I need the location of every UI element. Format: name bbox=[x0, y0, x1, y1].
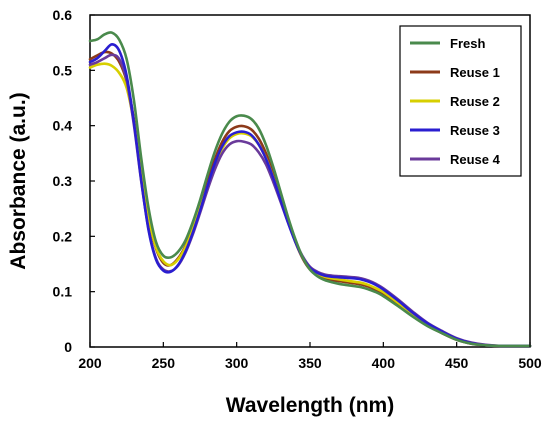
series-layer bbox=[88, 31, 532, 348]
series-line-reuse-3 bbox=[88, 43, 532, 348]
y-tick-label: 0.2 bbox=[53, 228, 73, 244]
axis-layer: 200 250 300 350 400 450 500 0 0.1 0.2 0.3 0.4 0.5 0.6 bbox=[53, 7, 542, 371]
y-tick-label: 0 bbox=[64, 339, 72, 355]
x-tick-label: 400 bbox=[372, 355, 396, 371]
legend-label: Reuse 1 bbox=[450, 65, 500, 80]
y-tick-label: 0.4 bbox=[53, 118, 73, 134]
x-tick-label: 200 bbox=[78, 355, 102, 371]
x-axis-title: Wavelength (nm) bbox=[226, 394, 394, 417]
x-tick-label: 500 bbox=[518, 355, 542, 371]
y-tick-label: 0.6 bbox=[53, 7, 73, 23]
legend-label: Reuse 4 bbox=[450, 152, 501, 167]
legend-label: Fresh bbox=[450, 36, 485, 51]
legend: Fresh Reuse 1 Reuse 2 Reuse 3 Reuse 4 bbox=[399, 25, 522, 177]
legend-label: Reuse 3 bbox=[450, 123, 500, 138]
x-tick-label: 350 bbox=[298, 355, 322, 371]
y-tick-label: 0.3 bbox=[53, 173, 73, 189]
x-tick-label: 450 bbox=[445, 355, 469, 371]
series-line-fresh bbox=[88, 31, 532, 348]
y-tick-label: 0.1 bbox=[53, 284, 73, 300]
legend-label: Reuse 2 bbox=[450, 94, 500, 109]
x-tick-label: 250 bbox=[152, 355, 176, 371]
y-axis-title: Absorbance (a.u.) bbox=[7, 92, 30, 269]
y-tick-label: 0.5 bbox=[53, 62, 73, 78]
x-tick-label: 300 bbox=[225, 355, 249, 371]
